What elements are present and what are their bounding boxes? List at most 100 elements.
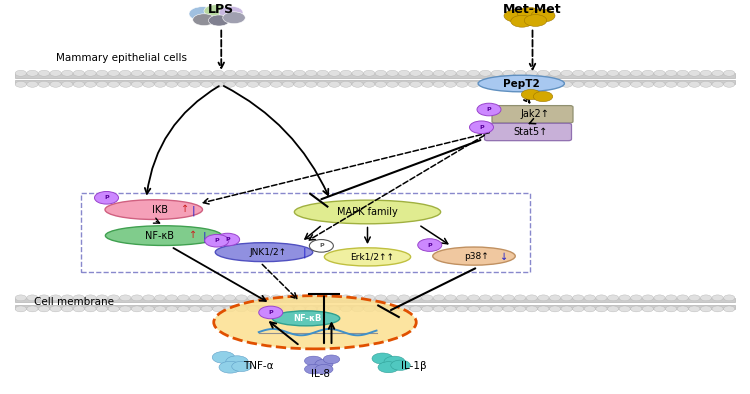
- Circle shape: [387, 295, 398, 301]
- Circle shape: [538, 71, 549, 76]
- Circle shape: [631, 295, 642, 301]
- Circle shape: [352, 306, 363, 312]
- Circle shape: [201, 82, 212, 87]
- Circle shape: [248, 82, 259, 87]
- Circle shape: [131, 306, 142, 312]
- Circle shape: [178, 295, 189, 301]
- Circle shape: [468, 71, 479, 76]
- Circle shape: [189, 295, 201, 301]
- Circle shape: [38, 295, 50, 301]
- Text: NF-κB: NF-κB: [293, 314, 322, 323]
- Circle shape: [294, 71, 305, 76]
- Circle shape: [108, 82, 119, 87]
- Circle shape: [480, 306, 491, 312]
- Circle shape: [538, 82, 549, 87]
- Text: P: P: [225, 237, 230, 242]
- Circle shape: [317, 295, 328, 301]
- Circle shape: [596, 82, 607, 87]
- Circle shape: [305, 82, 316, 87]
- Circle shape: [724, 295, 735, 301]
- Text: P: P: [479, 125, 484, 130]
- Text: P: P: [427, 243, 432, 247]
- Circle shape: [62, 295, 73, 301]
- Circle shape: [224, 306, 236, 312]
- Text: TNF-α: TNF-α: [243, 361, 274, 372]
- Circle shape: [143, 306, 154, 312]
- Circle shape: [352, 295, 363, 301]
- Circle shape: [85, 82, 96, 87]
- Circle shape: [120, 306, 131, 312]
- Circle shape: [375, 295, 386, 301]
- Circle shape: [654, 306, 665, 312]
- Circle shape: [619, 82, 630, 87]
- Circle shape: [131, 82, 142, 87]
- Circle shape: [584, 71, 596, 76]
- Circle shape: [224, 71, 236, 76]
- Circle shape: [317, 82, 328, 87]
- FancyBboxPatch shape: [492, 106, 573, 123]
- Circle shape: [549, 71, 560, 76]
- Circle shape: [27, 306, 38, 312]
- Circle shape: [518, 7, 542, 20]
- Circle shape: [514, 306, 526, 312]
- Circle shape: [38, 71, 50, 76]
- Circle shape: [364, 295, 375, 301]
- Circle shape: [294, 295, 305, 301]
- Circle shape: [50, 71, 62, 76]
- Circle shape: [642, 71, 653, 76]
- Circle shape: [108, 295, 119, 301]
- Ellipse shape: [478, 75, 564, 92]
- Circle shape: [15, 71, 26, 76]
- Circle shape: [665, 306, 676, 312]
- Circle shape: [74, 82, 85, 87]
- Ellipse shape: [105, 200, 202, 219]
- Circle shape: [305, 306, 316, 312]
- Circle shape: [201, 306, 212, 312]
- Text: Erk1/2↑↑: Erk1/2↑↑: [350, 253, 394, 261]
- Circle shape: [50, 82, 62, 87]
- Circle shape: [352, 82, 363, 87]
- Circle shape: [294, 82, 305, 87]
- Circle shape: [62, 82, 73, 87]
- Circle shape: [724, 71, 735, 76]
- Text: Met-Met: Met-Met: [503, 4, 562, 16]
- Circle shape: [305, 71, 316, 76]
- Circle shape: [372, 353, 393, 364]
- Circle shape: [433, 306, 445, 312]
- Circle shape: [511, 15, 533, 27]
- Circle shape: [608, 295, 619, 301]
- Circle shape: [143, 82, 154, 87]
- Circle shape: [282, 82, 293, 87]
- Circle shape: [549, 82, 560, 87]
- Circle shape: [468, 306, 479, 312]
- Circle shape: [445, 82, 456, 87]
- Circle shape: [724, 82, 735, 87]
- Circle shape: [491, 306, 502, 312]
- Circle shape: [387, 82, 398, 87]
- FancyBboxPatch shape: [15, 73, 735, 78]
- Circle shape: [384, 356, 405, 367]
- Circle shape: [352, 71, 363, 76]
- Circle shape: [94, 191, 118, 204]
- Text: IKB: IKB: [152, 204, 168, 215]
- Circle shape: [387, 306, 398, 312]
- Circle shape: [15, 82, 26, 87]
- Circle shape: [387, 71, 398, 76]
- Circle shape: [491, 71, 502, 76]
- Circle shape: [480, 295, 491, 301]
- Circle shape: [514, 295, 526, 301]
- Circle shape: [120, 71, 131, 76]
- Circle shape: [665, 71, 676, 76]
- Circle shape: [328, 82, 340, 87]
- Circle shape: [526, 306, 538, 312]
- Circle shape: [248, 306, 259, 312]
- Circle shape: [503, 82, 515, 87]
- Circle shape: [294, 306, 305, 312]
- Circle shape: [315, 364, 333, 374]
- Circle shape: [271, 82, 282, 87]
- Circle shape: [422, 82, 433, 87]
- Circle shape: [271, 71, 282, 76]
- Circle shape: [561, 71, 572, 76]
- Circle shape: [688, 82, 700, 87]
- Circle shape: [433, 82, 445, 87]
